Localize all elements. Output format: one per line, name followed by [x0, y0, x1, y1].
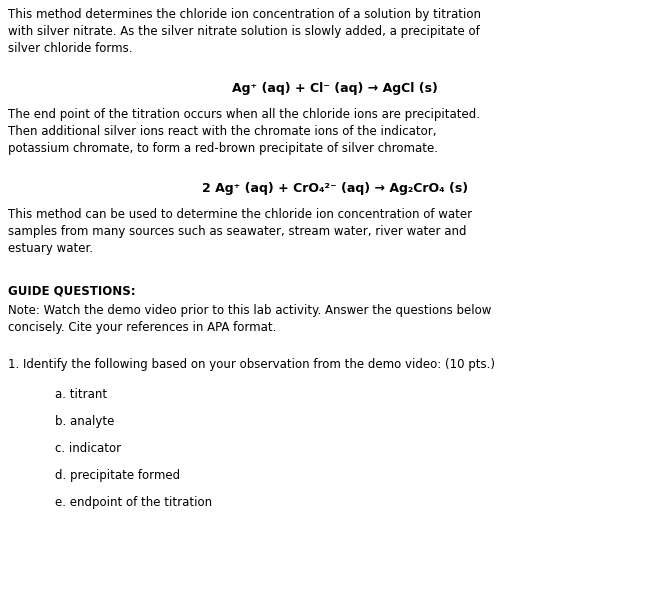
Text: This method determines the chloride ion concentration of a solution by titration: This method determines the chloride ion … [8, 8, 481, 55]
Text: Ag⁺ (aq) + Cl⁻ (aq) → AgCl (s): Ag⁺ (aq) + Cl⁻ (aq) → AgCl (s) [232, 82, 438, 95]
Text: The end point of the titration occurs when all the chloride ions are precipitate: The end point of the titration occurs wh… [8, 108, 480, 155]
Text: 2 Ag⁺ (aq) + CrO₄²⁻ (aq) → Ag₂CrO₄ (s): 2 Ag⁺ (aq) + CrO₄²⁻ (aq) → Ag₂CrO₄ (s) [202, 182, 468, 195]
Text: d. precipitate formed: d. precipitate formed [55, 469, 180, 482]
Text: 1. Identify the following based on your observation from the demo video: (10 pts: 1. Identify the following based on your … [8, 358, 495, 371]
Text: GUIDE QUESTIONS:: GUIDE QUESTIONS: [8, 284, 135, 297]
Text: c. indicator: c. indicator [55, 442, 121, 455]
Text: a. titrant: a. titrant [55, 388, 107, 401]
Text: Note: Watch the demo video prior to this lab activity. Answer the questions belo: Note: Watch the demo video prior to this… [8, 304, 491, 334]
Text: This method can be used to determine the chloride ion concentration of water
sam: This method can be used to determine the… [8, 208, 472, 255]
Text: b. analyte: b. analyte [55, 415, 115, 428]
Text: e. endpoint of the titration: e. endpoint of the titration [55, 496, 212, 509]
